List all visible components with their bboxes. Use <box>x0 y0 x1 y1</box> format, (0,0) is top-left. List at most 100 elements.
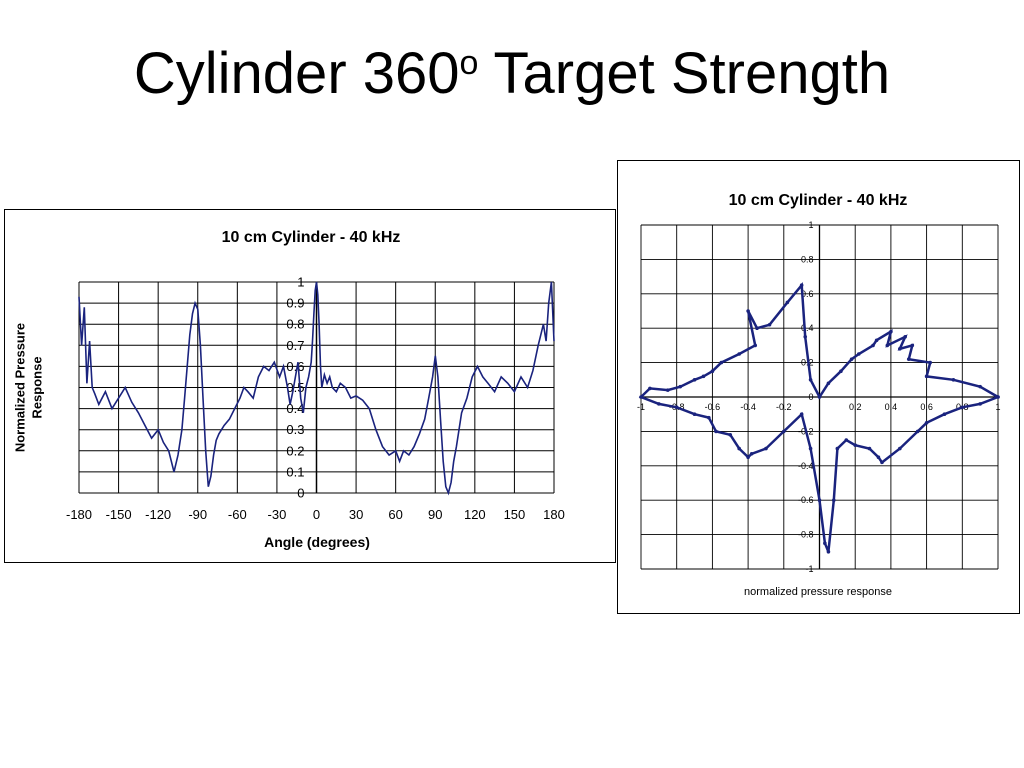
polar-chart-data-point <box>853 443 857 447</box>
polar-chart-data-point <box>808 446 813 451</box>
line-chart-y-tick-label: 1 <box>297 275 304 290</box>
line-chart-x-tick-label: 120 <box>464 507 486 522</box>
line-chart-x-tick-label: -90 <box>188 507 207 522</box>
polar-chart-data-point <box>826 550 831 554</box>
polar-chart-y-tick-label: -1 <box>805 564 813 574</box>
polar-chart-y-tick-label: 1 <box>808 220 813 230</box>
line-chart-y-tick-label: 0 <box>297 486 304 501</box>
line-chart-panel: 10 cm Cylinder - 40 kHz Angle (degrees) … <box>4 209 616 563</box>
polar-chart-data-point <box>648 386 652 391</box>
polar-chart-data-point <box>674 405 679 410</box>
polar-chart-data-point <box>657 402 661 406</box>
polar-chart-panel: 10 cm Cylinder - 40 kHz normalized press… <box>617 160 1020 614</box>
polar-chart-data-point <box>928 360 932 365</box>
polar-chart-data-point <box>903 335 907 339</box>
polar-chart-data-point <box>831 498 836 503</box>
line-chart-y-tick-label: 0.7 <box>286 338 304 353</box>
polar-chart-data-point <box>707 415 711 420</box>
polar-chart-data-point <box>764 446 768 451</box>
polar-chart-data-point <box>785 300 790 305</box>
line-chart-x-tick-label: 60 <box>388 507 402 522</box>
polar-chart: 10 cm Cylinder - 40 kHz normalized press… <box>637 192 1001 598</box>
polar-chart-data-point <box>767 322 772 327</box>
polar-chart-x-tick-label: 0.4 <box>885 402 898 412</box>
slide-title-main: Cylinder 360 <box>133 41 460 106</box>
slide-title: Cylinder 360o Target Strength <box>0 40 1024 107</box>
polar-chart-data-point <box>746 455 750 460</box>
polar-chart-data-point <box>678 384 683 389</box>
polar-chart-data-point <box>799 412 804 416</box>
polar-chart-data-point <box>849 357 854 361</box>
polar-chart-data-point <box>996 395 1000 399</box>
polar-chart-data-point <box>915 429 920 434</box>
polar-chart-data-point <box>835 446 840 451</box>
polar-chart-x-tick-label: 0.2 <box>849 402 862 412</box>
polar-chart-data-point <box>714 429 718 434</box>
polar-chart-data-point <box>867 446 872 451</box>
polar-chart-y-tick-label: -0.8 <box>798 530 814 540</box>
polar-chart-data-point <box>823 541 827 545</box>
polar-chart-data-point <box>817 498 822 503</box>
slide-title-degree: o <box>459 44 479 82</box>
polar-chart-data-point <box>856 352 861 356</box>
polar-chart-x-tick-label: 0.6 <box>920 402 933 412</box>
polar-chart-data-point <box>710 369 715 373</box>
line-chart-x-tick-label: -30 <box>268 507 287 522</box>
polar-chart-data-point <box>839 369 843 373</box>
polar-chart-x-tick-label: -0.6 <box>705 402 721 412</box>
line-chart-y-tick-label: 0.2 <box>286 443 304 458</box>
line-chart-y-tick-label: 0.9 <box>286 296 304 311</box>
polar-chart-data-point <box>701 374 706 379</box>
line-chart-x-tick-label: -150 <box>106 507 132 522</box>
polar-chart-y-tick-label: 0.6 <box>801 289 814 299</box>
polar-chart-data-point <box>898 446 902 451</box>
line-chart-x-tick-label: -120 <box>145 507 171 522</box>
polar-chart-data-point <box>692 412 697 416</box>
line-chart-x-tick-label: -60 <box>228 507 247 522</box>
polar-chart-data-point <box>753 343 758 348</box>
polar-chart-data-point <box>808 378 813 382</box>
line-chart-x-tick-label: 180 <box>543 507 565 522</box>
line-chart-x-tick-label: 90 <box>428 507 442 522</box>
line-chart-x-tick-label: 150 <box>504 507 526 522</box>
line-chart-y-tick-label: 0.6 <box>286 359 304 374</box>
polar-chart-data-point <box>880 460 884 465</box>
polar-chart-y-tick-label: 0.8 <box>801 254 814 264</box>
polar-chart-y-tick-label: 0.4 <box>801 323 814 333</box>
polar-chart-data-point <box>719 360 724 365</box>
polar-chart-data-point <box>755 326 759 330</box>
polar-chart-data-point <box>889 329 893 334</box>
slide-title-tail: Target Strength <box>478 41 891 106</box>
polar-chart-data-point <box>803 335 808 339</box>
polar-chart-y-tick-label: -0.6 <box>798 495 814 505</box>
polar-chart-x-tick-label: -1 <box>637 402 645 412</box>
line-chart: 10 cm Cylinder - 40 kHz Angle (degrees) … <box>13 229 565 550</box>
polar-chart-data-point <box>737 446 741 451</box>
polar-chart-data-point <box>978 384 982 389</box>
polar-chart-data-point <box>665 388 670 392</box>
polar-chart-data-point <box>737 352 741 356</box>
polar-chart-data-point <box>924 421 929 425</box>
polar-chart-title: 10 cm Cylinder - 40 kHz <box>729 192 908 209</box>
polar-chart-data-point <box>978 402 982 406</box>
polar-chart-data-point <box>910 343 915 348</box>
polar-chart-data-point <box>960 405 965 410</box>
polar-chart-data-point <box>749 451 754 456</box>
line-chart-y-tick-label: 0.8 <box>286 317 304 332</box>
line-chart-y-tick-label: 0.5 <box>286 380 304 395</box>
line-chart-x-tick-label: 30 <box>349 507 363 522</box>
polar-chart-data-point <box>874 338 879 343</box>
polar-chart-data-point <box>951 378 956 382</box>
line-chart-y-tick-label: 0.3 <box>286 422 304 437</box>
polar-chart-data-point <box>782 429 786 434</box>
polar-chart-data-point <box>692 378 697 382</box>
polar-chart-data-point <box>942 412 947 416</box>
polar-chart-data-point <box>885 343 890 348</box>
polar-chart-x-tick-label: -0.4 <box>740 402 756 412</box>
polar-chart-x-tick-label: 1 <box>995 402 1000 412</box>
line-chart-y-label-line: Normalized Pressure <box>13 323 28 452</box>
polar-chart-data-point <box>799 283 804 287</box>
polar-chart-data-point <box>906 357 911 361</box>
line-chart-y-tick-label: 0.1 <box>286 464 304 479</box>
polar-chart-data-point <box>924 374 929 379</box>
